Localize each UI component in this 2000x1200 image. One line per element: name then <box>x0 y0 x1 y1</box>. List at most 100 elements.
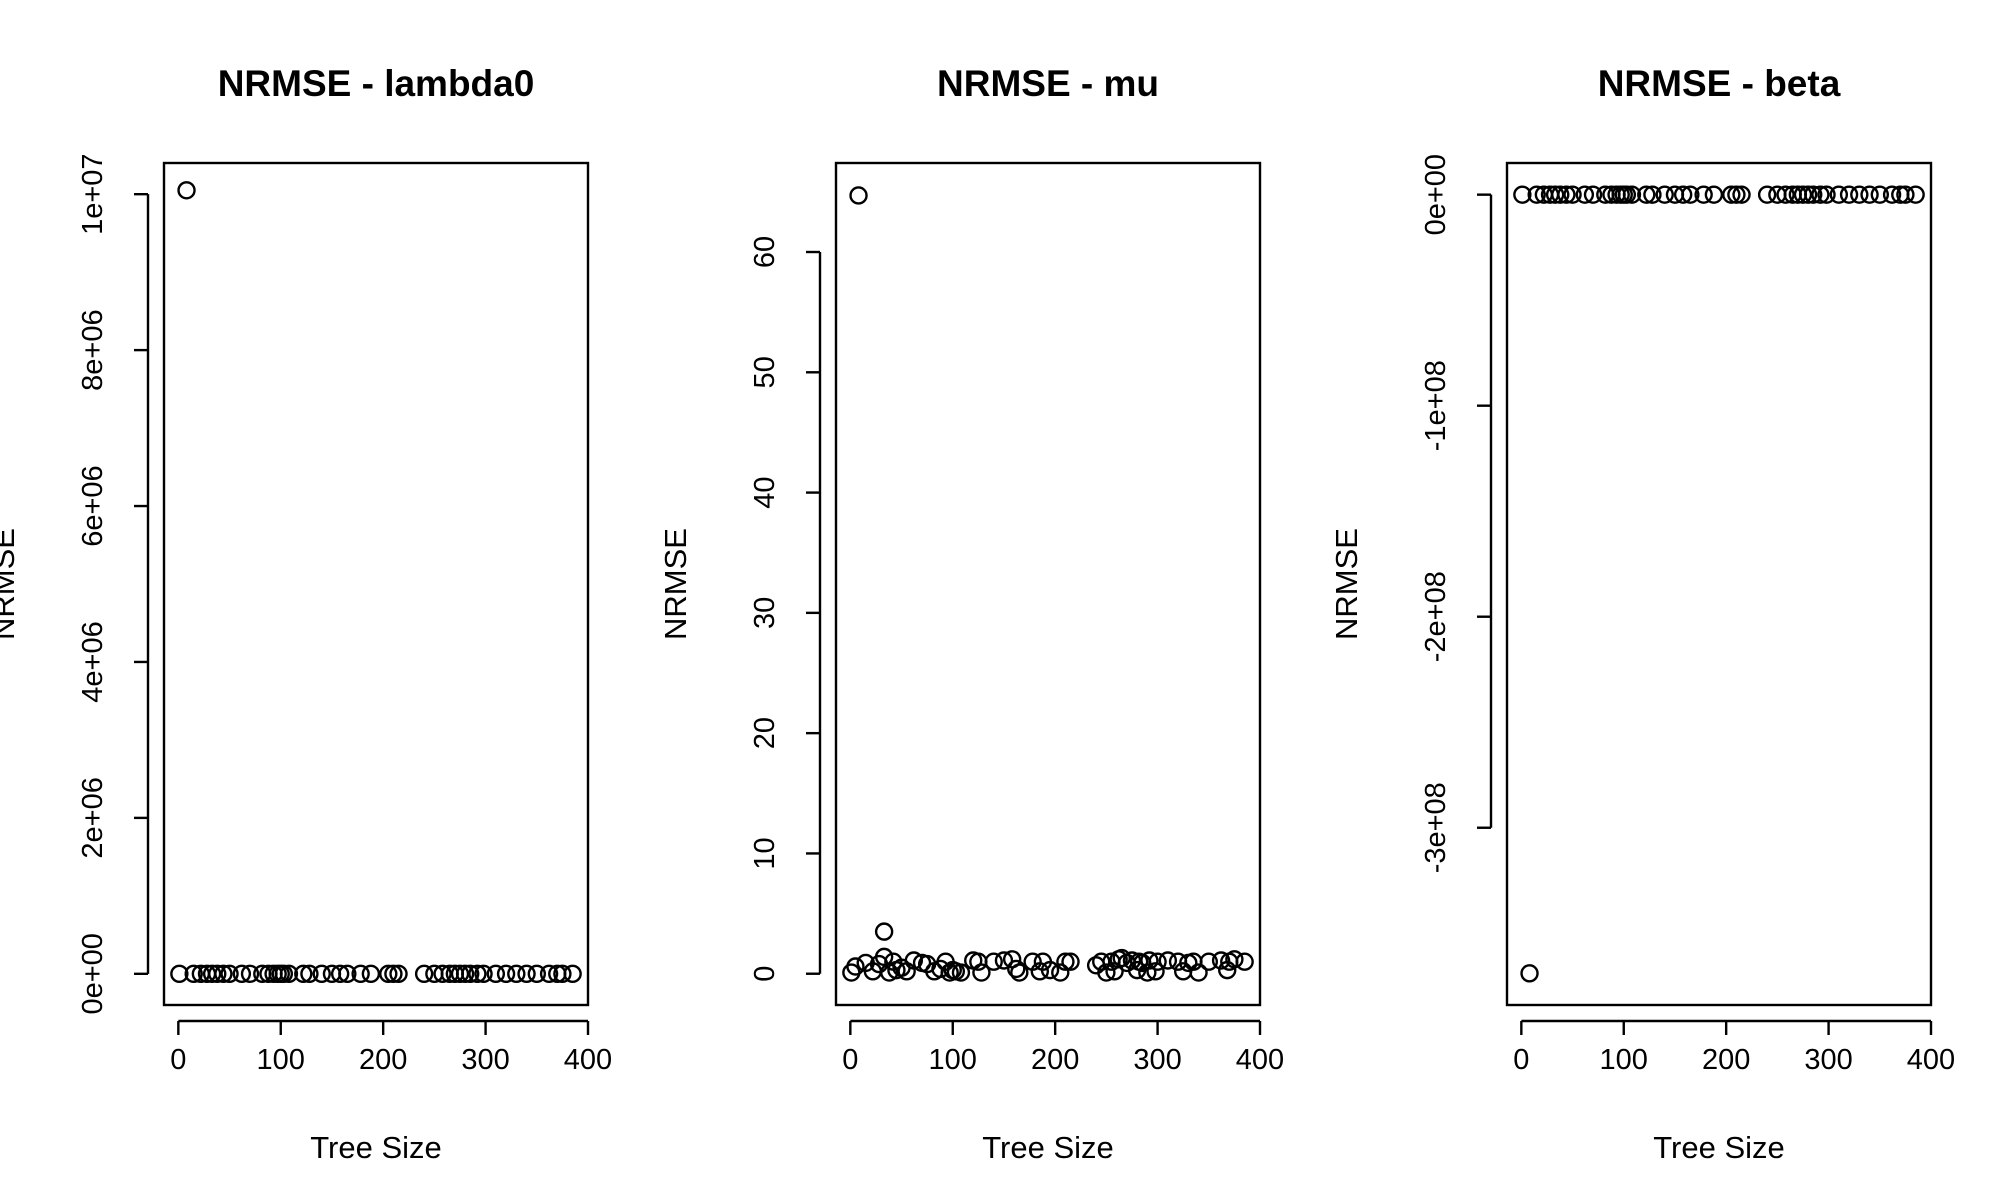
data-points <box>170 181 582 984</box>
x-tick-label: 400 <box>564 1044 612 1076</box>
chart-panel-3: NRMSE - beta 0 100 200 300 400 Tree Size 0e+00 -… <box>1329 63 1955 1165</box>
data-point <box>455 964 475 984</box>
x-axis-label: Tree Size <box>310 1130 442 1165</box>
data-point <box>1860 185 1879 204</box>
x-tick-label: 400 <box>1907 1044 1955 1076</box>
y-tick-label: 0 <box>749 966 781 982</box>
data-point <box>1681 185 1700 204</box>
chart-panel-2: NRMSE - mu 0 100 200 300 400 Tree Size 0 10 20 30 4… <box>658 63 1284 1165</box>
data-point <box>849 186 868 205</box>
data-point <box>414 964 434 984</box>
data-point <box>1122 951 1142 970</box>
data-point <box>874 922 894 941</box>
data-point <box>1637 185 1656 204</box>
data-point <box>1527 185 1546 204</box>
data-point <box>461 964 480 984</box>
data-point <box>300 964 319 984</box>
data-point <box>1189 963 1208 982</box>
y-tick-label: -3e+08 <box>1420 782 1452 873</box>
y-tick-label: 8e+06 <box>77 309 109 390</box>
data-point <box>1199 952 1218 971</box>
y-tick-label: 0e+00 <box>1420 154 1452 235</box>
data-point <box>1520 964 1539 983</box>
plot-frame <box>834 161 1262 1007</box>
data-point <box>553 964 572 984</box>
data-point <box>330 964 350 984</box>
data-point <box>1007 959 1026 979</box>
y-tick-label: 4e+06 <box>77 621 109 702</box>
data-point <box>1557 185 1576 204</box>
data-point <box>1235 952 1254 971</box>
y-tick-label: 6e+06 <box>77 465 109 546</box>
data-point <box>351 964 370 984</box>
data-point <box>1896 185 1915 204</box>
data-point <box>507 964 526 984</box>
data-point <box>184 964 203 984</box>
data-point <box>1655 185 1674 204</box>
data-point <box>1575 185 1595 204</box>
data-point <box>1673 185 1693 204</box>
data-point <box>1056 952 1075 971</box>
x-axis-label: Tree Size <box>982 1130 1114 1165</box>
data-point <box>361 964 381 984</box>
y-axis-label: NRMSE <box>1329 528 1364 640</box>
x-tick-label: 200 <box>1031 1044 1079 1076</box>
data-point <box>1211 951 1231 970</box>
data-point <box>220 964 239 984</box>
data-point <box>240 964 260 984</box>
data-point <box>1882 185 1902 204</box>
chart-title: NRMSE - beta <box>1598 63 1841 104</box>
data-point <box>170 964 189 984</box>
data-point <box>1051 963 1070 982</box>
data-point <box>379 964 398 984</box>
data-point <box>1040 960 1060 980</box>
data-point <box>208 964 227 984</box>
y-tick-label: 30 <box>749 597 781 629</box>
data-point <box>1829 185 1849 204</box>
x-tick-label: 400 <box>1236 1044 1284 1076</box>
data-point <box>232 964 252 984</box>
data-point <box>468 964 487 984</box>
data-point <box>846 957 865 976</box>
data-point <box>972 963 991 982</box>
data-point <box>1112 948 1131 968</box>
data-point <box>1694 185 1713 204</box>
data-point <box>994 951 1014 970</box>
data-point <box>1817 185 1836 204</box>
data-point <box>1138 963 1157 982</box>
data-point <box>496 964 516 984</box>
x-tick-label: 300 <box>461 1044 509 1076</box>
data-point <box>486 964 506 984</box>
data-point <box>1622 185 1642 204</box>
data-point <box>1158 951 1178 970</box>
chart-title: NRMSE - mu <box>937 63 1159 104</box>
chart-title: NRMSE - lambda0 <box>218 63 535 104</box>
data-point <box>1563 185 1582 204</box>
data-point <box>202 964 222 984</box>
data-point <box>1097 963 1116 982</box>
data-point <box>1839 185 1859 204</box>
data-point <box>1140 951 1159 970</box>
data-point <box>450 964 470 984</box>
data-point <box>1906 185 1925 204</box>
x-tick-label: 100 <box>929 1044 977 1076</box>
data-point <box>1513 185 1532 204</box>
data-point <box>1583 185 1603 204</box>
data-point <box>1757 185 1777 204</box>
x-tick-label: 300 <box>1804 1044 1852 1076</box>
data-point <box>527 964 546 984</box>
y-axis-label: NRMSE <box>0 528 21 640</box>
data-point <box>1776 185 1795 204</box>
data-point <box>384 964 403 984</box>
x-axis-label: Tree Size <box>1653 1130 1785 1165</box>
data-point <box>433 964 452 984</box>
data-point <box>1732 185 1751 204</box>
data-point <box>1225 950 1244 969</box>
data-point <box>1146 962 1165 981</box>
data-point <box>1551 185 1570 204</box>
data-point <box>1030 962 1050 981</box>
y-tick-label: 20 <box>749 717 781 749</box>
y-axis-label: NRMSE <box>658 528 693 640</box>
